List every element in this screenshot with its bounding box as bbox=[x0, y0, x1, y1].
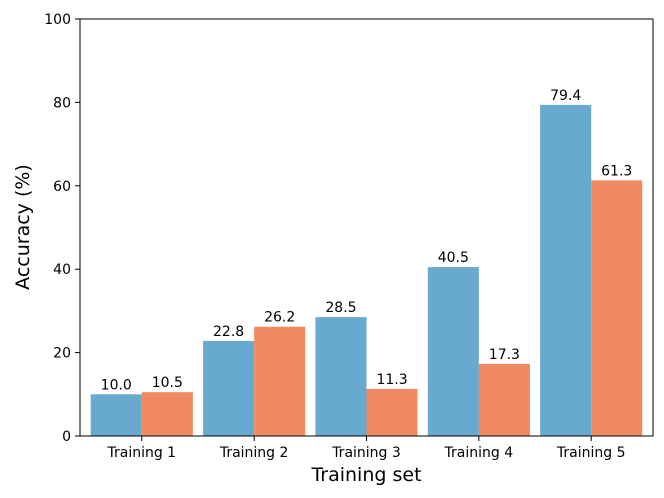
bar-value-label: 10.0 bbox=[101, 377, 132, 393]
bar bbox=[90, 394, 142, 436]
x-tick-label: Training 2 bbox=[219, 445, 289, 461]
bar bbox=[315, 317, 367, 436]
y-tick-label: 20 bbox=[53, 346, 71, 362]
bar-value-label: 79.4 bbox=[550, 88, 581, 104]
bar bbox=[366, 388, 418, 436]
bar bbox=[203, 340, 255, 436]
bar-value-label: 28.5 bbox=[325, 300, 356, 316]
bar bbox=[254, 326, 306, 436]
x-tick-label: Training 4 bbox=[444, 445, 514, 461]
plot-area: 0 20 40 60 80 100 10.0 10.5 Training 1 22.8 26.2 Tr… bbox=[44, 12, 643, 461]
x-tick-label: Training 1 bbox=[106, 445, 176, 461]
x-tick-label: Training 3 bbox=[331, 445, 401, 461]
bar-value-label: 17.3 bbox=[489, 347, 520, 363]
y-tick-label: 100 bbox=[44, 12, 71, 28]
bar bbox=[427, 267, 479, 436]
bar-value-label: 40.5 bbox=[438, 250, 469, 266]
y-tick-label: 80 bbox=[53, 95, 71, 111]
y-tick-label: 0 bbox=[62, 429, 71, 445]
y-axis-label: Accuracy (%) bbox=[12, 164, 34, 290]
bar-value-label: 11.3 bbox=[376, 372, 407, 388]
bar-value-label: 61.3 bbox=[601, 163, 632, 179]
x-axis-label: Training set bbox=[310, 464, 421, 486]
plot-frame bbox=[79, 18, 654, 437]
bar-value-label: 22.8 bbox=[213, 324, 244, 340]
bar-value-label: 10.5 bbox=[152, 375, 183, 391]
bar bbox=[141, 392, 193, 436]
y-tick-label: 40 bbox=[53, 262, 71, 278]
bar bbox=[478, 363, 530, 436]
bar bbox=[540, 104, 592, 436]
bar-value-label: 26.2 bbox=[264, 310, 295, 326]
x-tick-label: Training 5 bbox=[556, 445, 626, 461]
bar bbox=[591, 180, 643, 436]
y-tick-label: 60 bbox=[53, 179, 71, 195]
